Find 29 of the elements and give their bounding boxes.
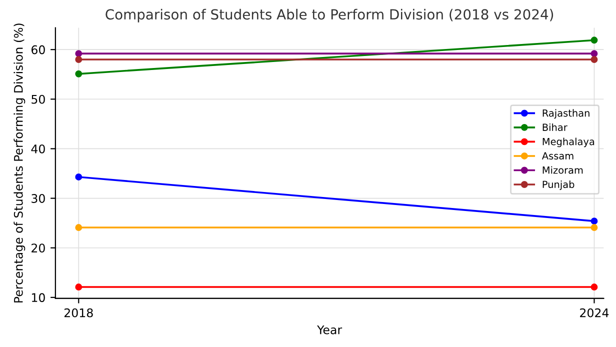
- y-tick-label: 40: [31, 144, 45, 154]
- point: [590, 218, 598, 225]
- y-tick-label: 60: [32, 45, 45, 54]
- x-tick-label: 2024: [580, 308, 609, 318]
- y-tick-label: 20: [32, 244, 45, 253]
- legend-label: Bihar: [542, 123, 568, 131]
- x-tick-label: 2018: [64, 308, 93, 318]
- point: [590, 224, 598, 232]
- y-axis-title: Percentage of Students Performing Division (%): [14, 24, 26, 302]
- legend-label: Rajasthan: [542, 109, 590, 119]
- legend-label: Meghalaya: [542, 138, 594, 148]
- legend-label: Punjab: [542, 180, 574, 190]
- point: [590, 284, 598, 290]
- x-axis-title: Year: [317, 325, 342, 334]
- legend-label: Mizoram: [542, 166, 583, 174]
- point: [75, 50, 82, 58]
- y-tick-label: 10: [32, 293, 45, 302]
- point: [590, 50, 598, 58]
- point: [75, 284, 82, 290]
- chart-title: Comparison of Students Able to Perform Division (2018 vs 2024): [106, 8, 554, 22]
- point: [75, 70, 82, 78]
- point: [75, 173, 82, 180]
- point: [75, 224, 82, 232]
- point: [75, 56, 82, 63]
- point: [590, 36, 598, 44]
- legend-label: Assam: [542, 152, 574, 160]
- point: [590, 56, 598, 63]
- y-tick-label: 50: [32, 94, 45, 104]
- y-tick-label: 30: [32, 194, 45, 203]
